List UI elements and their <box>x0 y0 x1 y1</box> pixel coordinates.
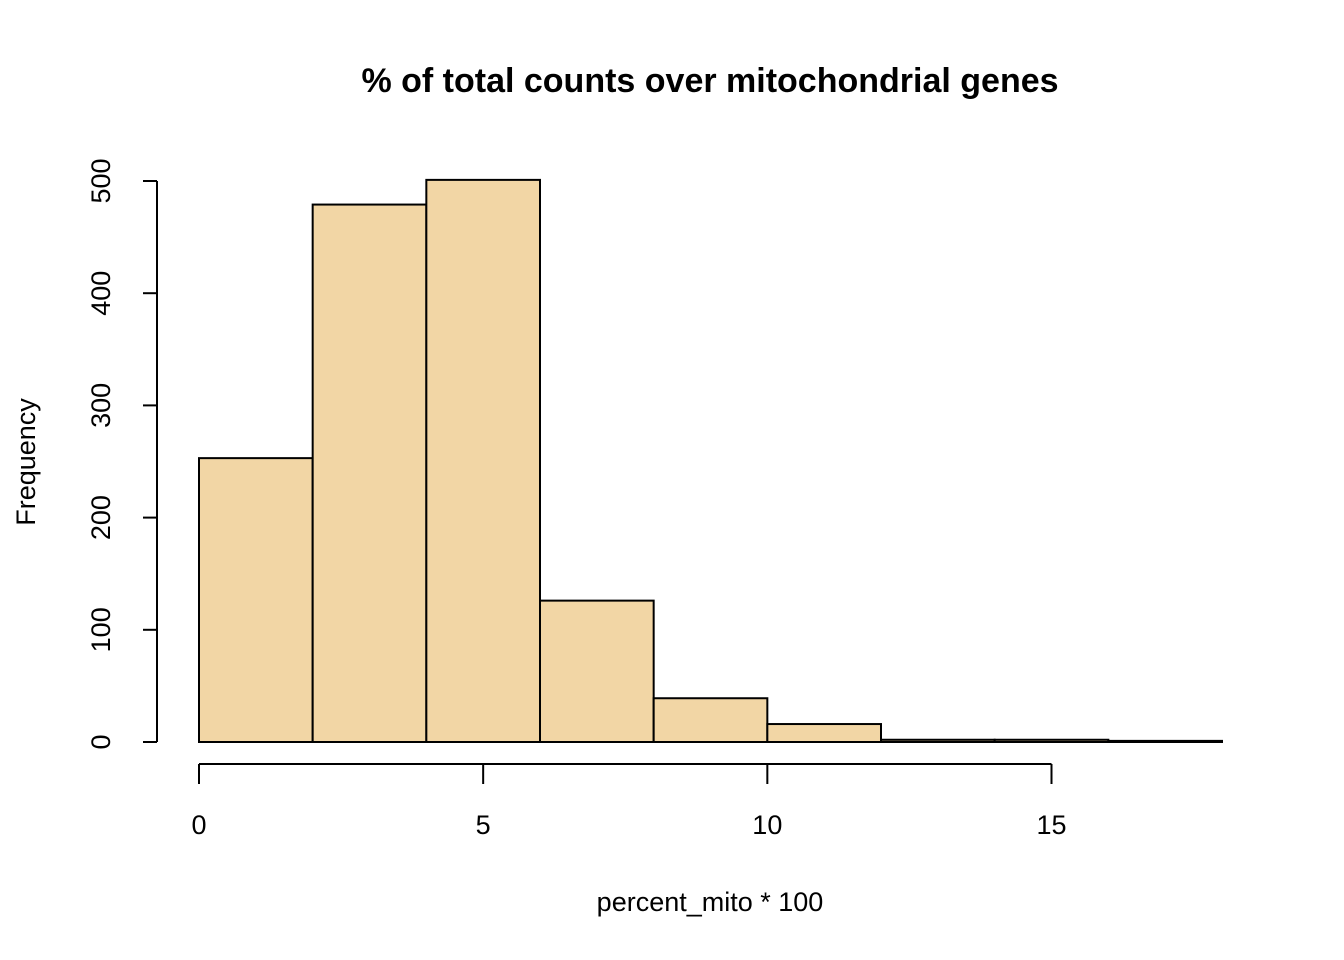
x-axis-label: percent_mito * 100 <box>597 887 824 917</box>
y-tick-label: 300 <box>86 383 116 428</box>
x-axis: 0 5 10 15 <box>191 763 1067 840</box>
y-tick-label: 100 <box>86 607 116 652</box>
histogram-bar-1 <box>311 203 428 743</box>
x-tick-label: 10 <box>752 810 782 840</box>
histogram-bar-0 <box>198 457 314 743</box>
y-tick-label: 200 <box>86 495 116 540</box>
histogram-bar-8 <box>1107 739 1224 743</box>
histogram-bar-6 <box>880 738 996 743</box>
histogram-bar-3 <box>539 599 655 743</box>
x-tick-label: 0 <box>191 810 206 840</box>
histogram-bar-5 <box>766 723 882 743</box>
y-axis: 0 100 200 300 400 500 <box>86 158 158 750</box>
x-tick-label: 15 <box>1036 810 1066 840</box>
y-axis-label: Frequency <box>11 398 41 526</box>
x-tick-label: 5 <box>476 810 491 840</box>
y-tick-label: 400 <box>86 271 116 316</box>
chart-title: % of total counts over mitochondrial gen… <box>361 62 1058 100</box>
bars-group <box>198 178 1224 744</box>
histogram-bar-4 <box>652 697 769 744</box>
histogram-bar-2 <box>425 178 542 744</box>
y-tick-label: 500 <box>86 158 116 203</box>
histogram-bar-7 <box>993 738 1110 743</box>
y-tick-label: 0 <box>86 734 116 749</box>
